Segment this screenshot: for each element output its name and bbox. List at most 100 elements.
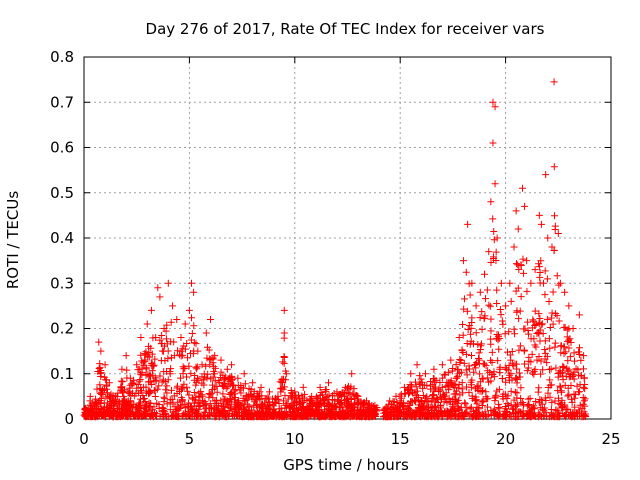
- data-point: [463, 339, 471, 347]
- data-point: [477, 342, 485, 350]
- data-point: [205, 393, 213, 401]
- data-point: [463, 371, 471, 379]
- data-point: [452, 361, 460, 369]
- data-point: [510, 243, 518, 251]
- data-point: [520, 325, 528, 333]
- data-point: [580, 374, 588, 382]
- data-point: [551, 225, 559, 233]
- data-point: [143, 320, 151, 328]
- data-point: [485, 301, 493, 309]
- data-point: [579, 400, 587, 408]
- data-point: [167, 386, 175, 394]
- data-point: [316, 383, 324, 391]
- data-point: [561, 412, 569, 420]
- data-point: [419, 385, 427, 393]
- data-point: [188, 279, 196, 287]
- data-point: [553, 272, 561, 280]
- data-point: [565, 411, 573, 419]
- data-point: [131, 411, 139, 419]
- data-point: [551, 397, 559, 405]
- data-point: [102, 376, 110, 384]
- data-point: [525, 353, 533, 361]
- data-point: [557, 400, 565, 408]
- data-point: [342, 389, 350, 397]
- data-point: [504, 366, 512, 374]
- data-point: [299, 411, 307, 419]
- data-point: [533, 329, 541, 337]
- data-point: [170, 338, 178, 346]
- data-point: [546, 365, 554, 373]
- data-point: [92, 405, 100, 413]
- data-point: [275, 411, 283, 419]
- data-point: [139, 392, 147, 400]
- data-point: [453, 374, 461, 382]
- data-point: [496, 306, 504, 314]
- data-point: [489, 139, 497, 147]
- data-point: [157, 357, 165, 365]
- data-point: [164, 355, 172, 363]
- data-point: [440, 391, 448, 399]
- data-point: [118, 365, 126, 373]
- data-point: [371, 401, 379, 409]
- data-point: [400, 399, 408, 407]
- data-point: [272, 408, 280, 416]
- data-point: [168, 354, 176, 362]
- data-point: [538, 400, 546, 408]
- data-point: [223, 365, 231, 373]
- data-point: [161, 409, 169, 417]
- data-point: [490, 236, 498, 244]
- data-point: [503, 408, 511, 416]
- data-point: [181, 364, 189, 372]
- data-point: [445, 386, 453, 394]
- data-point: [443, 399, 451, 407]
- data-point: [443, 413, 451, 421]
- data-point: [160, 347, 168, 355]
- data-point: [145, 353, 153, 361]
- data-point: [512, 374, 520, 382]
- data-point: [461, 409, 469, 417]
- data-point: [348, 370, 356, 378]
- data-point: [194, 347, 202, 355]
- data-point: [487, 198, 495, 206]
- data-point: [147, 359, 155, 367]
- data-point: [274, 392, 282, 400]
- y-tick-label: 0: [64, 410, 74, 428]
- data-point: [550, 212, 558, 220]
- data-point: [180, 380, 188, 388]
- data-point: [164, 279, 172, 287]
- data-point: [568, 395, 576, 403]
- data-point: [344, 397, 352, 405]
- data-point: [544, 234, 552, 242]
- data-point: [462, 268, 470, 276]
- data-point: [481, 270, 489, 278]
- data-point: [561, 381, 569, 389]
- data-point: [560, 350, 568, 358]
- data-point: [145, 372, 153, 380]
- data-point: [497, 311, 505, 319]
- data-point: [156, 336, 164, 344]
- data-point: [215, 378, 223, 386]
- data-point: [207, 389, 215, 397]
- data-point: [535, 211, 543, 219]
- data-point: [299, 383, 307, 391]
- data-point: [258, 409, 266, 417]
- data-point: [134, 381, 142, 389]
- data-point: [567, 370, 575, 378]
- data-point: [433, 394, 441, 402]
- data-point: [253, 393, 261, 401]
- data-point: [280, 329, 288, 337]
- data-point: [174, 382, 182, 390]
- data-point: [407, 397, 415, 405]
- data-point: [431, 385, 439, 393]
- data-point: [407, 381, 415, 389]
- data-point: [521, 360, 529, 368]
- data-point: [468, 352, 476, 360]
- data-point: [239, 400, 247, 408]
- data-point: [564, 357, 572, 365]
- x-tick-label: 10: [285, 430, 304, 448]
- data-point: [156, 293, 164, 301]
- data-point: [510, 325, 518, 333]
- data-point: [166, 399, 174, 407]
- data-point: [213, 388, 221, 396]
- data-point: [563, 333, 571, 341]
